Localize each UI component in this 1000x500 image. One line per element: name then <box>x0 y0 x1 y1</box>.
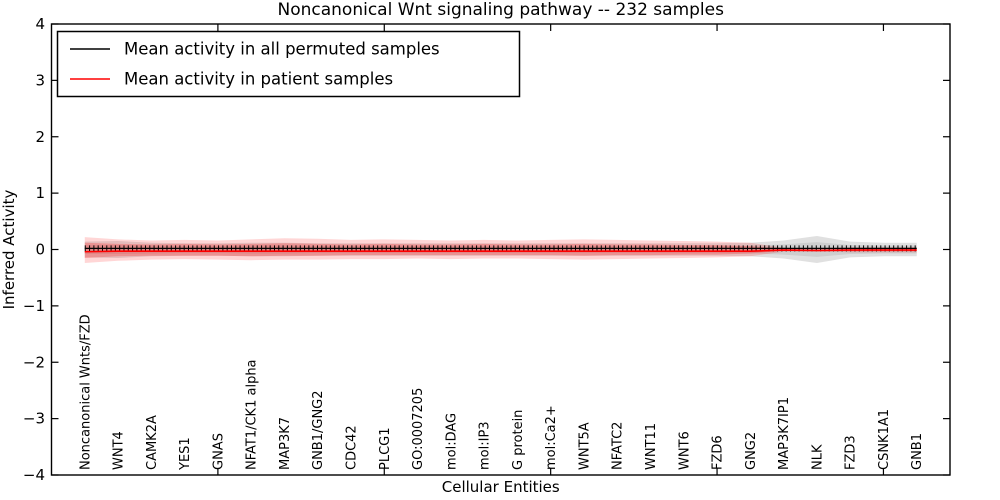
category-label: NFATC2 <box>611 422 626 470</box>
y-tick-label: 4 <box>35 15 45 33</box>
category-label: FZD6 <box>711 435 726 470</box>
y-tick-label: 3 <box>35 71 45 89</box>
category-label: GNAS <box>211 433 226 470</box>
category-label: mol:IP3 <box>478 421 493 470</box>
category-label: PLCG1 <box>378 427 393 470</box>
y-axis: −4 −3 −2 −1 0 1 2 3 4 <box>23 15 950 484</box>
category-label: GNB1/GNG2 <box>311 390 326 470</box>
x-axis-title: Cellular Entities <box>442 478 560 496</box>
y-axis-title: Inferred Activity <box>0 189 18 309</box>
y-tick-label: −1 <box>23 297 45 315</box>
legend: Mean activity in all permuted samples Mea… <box>56 30 521 98</box>
permuted-outer-band <box>84 235 917 264</box>
legend-box <box>56 30 521 98</box>
y-tick-label: 1 <box>35 184 45 202</box>
category-label: NFAT1/CK1 alpha <box>245 359 260 470</box>
confidence-bands <box>84 235 917 264</box>
category-label: CAMK2A <box>145 415 160 470</box>
category-label: YES1 <box>178 437 193 471</box>
category-label: Noncanonical Wnts/FZD <box>78 314 93 470</box>
patient-mean-line <box>84 249 917 253</box>
category-label: mol:Ca2+ <box>544 405 559 470</box>
y-tick-label: 0 <box>35 241 45 259</box>
chart-title: Noncanonical Wnt signaling pathway -- 23… <box>278 0 725 20</box>
category-label: GNG2 <box>744 432 759 470</box>
category-label: GNB1 <box>910 433 925 470</box>
category-label: NLK <box>810 444 825 470</box>
y-tick-label: −4 <box>23 466 45 484</box>
category-label: WNT11 <box>644 423 659 470</box>
category-label: WNT5A <box>577 422 592 470</box>
category-label: mol:DAG <box>444 413 459 470</box>
category-label: WNT6 <box>677 431 692 470</box>
patient-outer-band <box>84 237 917 264</box>
y-tick-label: −2 <box>23 353 45 371</box>
category-label: CSNK1A1 <box>877 409 892 470</box>
y-tick-label: −3 <box>23 410 45 428</box>
legend-label: Mean activity in patient samples <box>124 70 393 89</box>
category-label: MAP3K7IP1 <box>777 397 792 470</box>
category-label: CDC42 <box>345 425 360 470</box>
category-label: WNT4 <box>112 431 127 470</box>
category-label: G protein <box>511 410 526 470</box>
category-label: FZD3 <box>844 435 859 470</box>
category-label: MAP3K7 <box>278 417 293 470</box>
permuted-inner-band <box>84 242 917 257</box>
legend-label: Mean activity in all permuted samples <box>124 40 440 59</box>
category-label: GO:0007205 <box>411 388 426 470</box>
y-tick-label: 2 <box>35 128 45 146</box>
x-axis <box>217 24 885 475</box>
category-labels: Noncanonical Wnts/FZD WNT4 CAMK2A YES1 GNAS N… <box>78 314 925 471</box>
